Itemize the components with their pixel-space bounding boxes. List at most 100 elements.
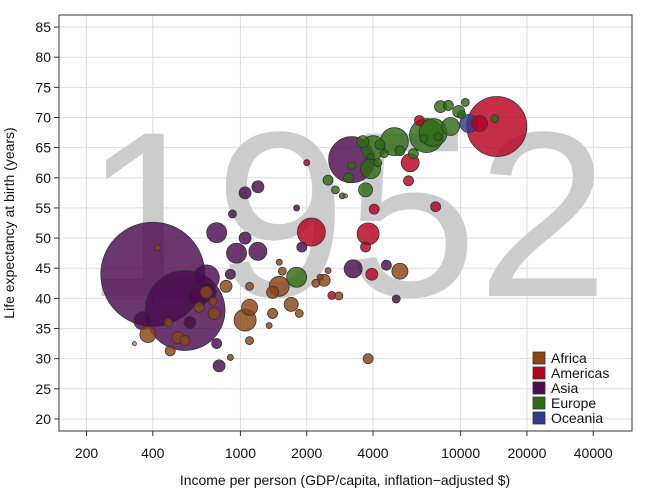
bubble-africa [275, 258, 283, 266]
bubble-europe [373, 158, 383, 168]
bubble-asia [224, 268, 236, 280]
bubble-africa [324, 267, 332, 275]
bubble-africa [266, 285, 280, 299]
bubble-africa [132, 341, 137, 346]
bubble-asia [206, 222, 228, 244]
bubble-americas [303, 159, 311, 167]
bubble-asia [183, 316, 197, 329]
x-axis-title: Income per person (GDP/capita, inflation… [180, 472, 510, 488]
bubble-africa [334, 291, 344, 301]
x-tick-label: 200 [75, 445, 99, 461]
bubble-asia [296, 241, 308, 253]
bubble-asia [238, 231, 252, 245]
bubble-africa [163, 318, 173, 327]
bubble-europe [407, 148, 419, 160]
bubble-europe [331, 185, 340, 195]
bubble-africa [154, 244, 161, 252]
bubble-africa [311, 278, 321, 288]
bubble-asia [212, 359, 226, 373]
bubble-europe [322, 174, 334, 186]
y-tick-label: 20 [35, 411, 51, 427]
bubble-americas [365, 267, 379, 281]
bubble-africa [164, 345, 176, 357]
x-tick-label: 400 [141, 445, 165, 461]
bubble-africa [362, 353, 374, 365]
bubble-europe [419, 134, 429, 143]
bubble-asia [251, 180, 265, 194]
x-tick-label: 2000 [291, 445, 322, 461]
bubble-americas [430, 201, 442, 213]
y-tick-label: 50 [35, 230, 51, 246]
bubble-africa [193, 302, 205, 313]
y-tick-label: 45 [35, 260, 51, 276]
bubble-asia [226, 242, 247, 264]
bubble-europe [286, 266, 308, 288]
x-axis-ticks: 200 400 1000 2000 4000 10000 20000 40000 [75, 431, 613, 461]
bubble-africa [316, 273, 324, 281]
y-tick-label: 35 [35, 321, 51, 337]
y-tick-label: 85 [35, 19, 51, 35]
bubble-asia [248, 241, 268, 261]
y-tick-label: 25 [35, 381, 51, 397]
bubble-europe [457, 110, 466, 119]
bubble-americas [403, 175, 414, 187]
bubble-asia [238, 186, 252, 200]
bubble-europe [490, 114, 500, 124]
bubble-africa [283, 296, 299, 312]
bubble-africa [343, 193, 348, 199]
y-tick-label: 40 [35, 290, 51, 306]
bubble-europe [374, 139, 386, 151]
bubble-americas [296, 217, 326, 247]
x-tick-label: 40000 [574, 445, 613, 461]
x-tick-label: 10000 [441, 445, 480, 461]
y-tick-label: 30 [35, 351, 51, 367]
bubble-asia [343, 259, 363, 279]
legend-swatch [532, 366, 546, 380]
bubble-africa [207, 307, 221, 320]
bubble-europe [358, 182, 373, 198]
bubble-europe [347, 161, 357, 171]
bubble-africa [208, 296, 218, 306]
x-tick-label: 1000 [225, 445, 256, 461]
bubble-americas [368, 203, 380, 215]
bubble-americas [356, 222, 380, 246]
y-tick-label: 80 [35, 49, 51, 65]
legend-swatch [532, 396, 546, 410]
bubble-asia [211, 338, 223, 349]
bubble-africa [179, 335, 191, 346]
bubble-africa [391, 262, 409, 280]
bubble-asia [228, 209, 237, 219]
bubble-americas [471, 115, 489, 132]
bubble-americas [414, 115, 425, 126]
y-axis-title: Life expectancy at birth (years) [1, 127, 17, 318]
legend-swatch [532, 351, 546, 365]
bubble-africa [139, 326, 157, 343]
bubble-africa [199, 285, 213, 299]
legend-label: Americas [551, 365, 609, 381]
x-tick-label: 4000 [357, 445, 388, 461]
y-tick-label: 75 [35, 79, 51, 95]
bubble-europe [441, 117, 460, 136]
x-tick-label: 20000 [507, 445, 546, 461]
bubble-americas [360, 241, 371, 253]
y-tick-label: 65 [35, 140, 51, 156]
bubble-africa [267, 308, 279, 319]
bubble-africa [265, 322, 273, 329]
bubble-europe [367, 153, 374, 161]
y-tick-label: 70 [35, 109, 51, 125]
legend-label: Africa [551, 350, 587, 366]
legend-label: Europe [551, 395, 596, 411]
bubble-europe [433, 132, 443, 142]
bubble-africa [294, 309, 304, 318]
bubble-europe [343, 172, 355, 184]
bubble-europe [443, 100, 454, 111]
bubbles [100, 96, 528, 373]
bubble-europe [460, 98, 470, 107]
bubble-asia [293, 204, 301, 212]
bubble-africa [219, 279, 233, 293]
bubble-africa [241, 299, 258, 316]
plot-frame [58, 14, 633, 432]
bubble-africa [245, 281, 254, 291]
